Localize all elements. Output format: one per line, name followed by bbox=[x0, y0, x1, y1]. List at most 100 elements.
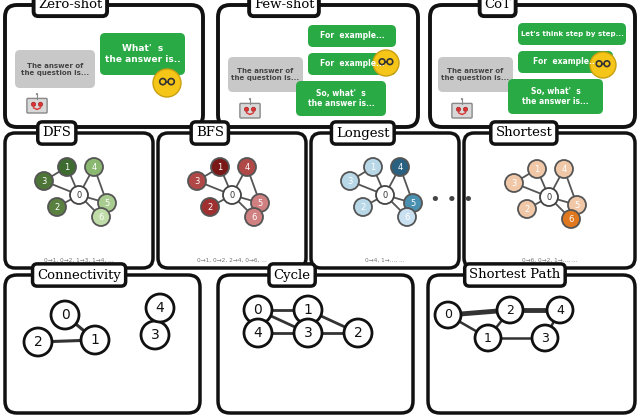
Text: 0: 0 bbox=[61, 308, 69, 322]
Text: DFS: DFS bbox=[42, 126, 71, 139]
Circle shape bbox=[341, 172, 359, 190]
Text: 4: 4 bbox=[561, 165, 566, 173]
Circle shape bbox=[58, 158, 76, 176]
Circle shape bbox=[461, 98, 463, 100]
FancyBboxPatch shape bbox=[452, 103, 472, 118]
Circle shape bbox=[391, 158, 409, 176]
Circle shape bbox=[31, 102, 36, 106]
Text: 0: 0 bbox=[229, 191, 235, 200]
Text: 1: 1 bbox=[303, 303, 312, 317]
FancyBboxPatch shape bbox=[430, 5, 635, 127]
Circle shape bbox=[36, 93, 38, 95]
Text: For  example...: For example... bbox=[320, 32, 384, 40]
Text: 5: 5 bbox=[257, 199, 262, 207]
FancyBboxPatch shape bbox=[438, 57, 513, 92]
Text: 0: 0 bbox=[253, 303, 262, 317]
Circle shape bbox=[188, 172, 206, 190]
Text: 0: 0 bbox=[444, 309, 452, 321]
Text: 5: 5 bbox=[104, 199, 109, 207]
Text: 2: 2 bbox=[354, 326, 362, 340]
Text: 2: 2 bbox=[360, 202, 365, 212]
Circle shape bbox=[223, 186, 241, 204]
FancyBboxPatch shape bbox=[464, 133, 635, 268]
Text: 3: 3 bbox=[42, 176, 47, 186]
Text: 6: 6 bbox=[99, 213, 104, 221]
Text: 3: 3 bbox=[348, 176, 353, 186]
Text: BFS: BFS bbox=[196, 126, 224, 139]
FancyBboxPatch shape bbox=[518, 51, 613, 73]
Circle shape bbox=[373, 50, 399, 76]
Circle shape bbox=[249, 98, 251, 100]
FancyBboxPatch shape bbox=[296, 81, 386, 116]
Text: 4: 4 bbox=[244, 163, 250, 171]
FancyBboxPatch shape bbox=[218, 275, 413, 413]
Circle shape bbox=[38, 102, 43, 106]
Text: Cycle: Cycle bbox=[274, 268, 310, 281]
FancyBboxPatch shape bbox=[508, 79, 603, 114]
FancyBboxPatch shape bbox=[518, 23, 626, 45]
Circle shape bbox=[24, 328, 52, 356]
FancyBboxPatch shape bbox=[15, 50, 95, 88]
Circle shape bbox=[294, 296, 322, 324]
Circle shape bbox=[497, 297, 523, 323]
Circle shape bbox=[555, 160, 573, 178]
Text: 1: 1 bbox=[534, 165, 540, 173]
Text: 0→4, 1→..., ...: 0→4, 1→..., ... bbox=[365, 257, 405, 262]
Text: The answer of
the question is...: The answer of the question is... bbox=[442, 68, 509, 81]
Text: 1: 1 bbox=[371, 163, 376, 171]
FancyBboxPatch shape bbox=[5, 275, 200, 413]
FancyBboxPatch shape bbox=[218, 5, 418, 127]
Text: 2: 2 bbox=[506, 304, 514, 317]
FancyBboxPatch shape bbox=[308, 25, 396, 47]
Circle shape bbox=[153, 69, 181, 97]
Text: 1: 1 bbox=[484, 331, 492, 344]
Text: 5: 5 bbox=[410, 199, 415, 207]
Text: 3: 3 bbox=[150, 328, 159, 342]
Circle shape bbox=[244, 319, 272, 347]
Text: The answer of
the question is...: The answer of the question is... bbox=[21, 63, 89, 76]
Circle shape bbox=[456, 107, 461, 111]
Text: So, what'  s
the answer is...: So, what' s the answer is... bbox=[522, 87, 589, 106]
Circle shape bbox=[532, 325, 558, 351]
Circle shape bbox=[92, 208, 110, 226]
Text: 6: 6 bbox=[404, 213, 410, 221]
Text: 3: 3 bbox=[511, 178, 516, 187]
FancyBboxPatch shape bbox=[158, 133, 306, 268]
Circle shape bbox=[141, 321, 169, 349]
Text: • • •: • • • bbox=[430, 191, 474, 209]
Text: 1: 1 bbox=[218, 163, 223, 171]
Circle shape bbox=[81, 326, 109, 354]
Circle shape bbox=[252, 107, 255, 111]
Circle shape bbox=[562, 210, 580, 228]
Circle shape bbox=[51, 301, 79, 329]
Text: CoT: CoT bbox=[484, 0, 511, 11]
Text: 0: 0 bbox=[76, 191, 82, 200]
FancyBboxPatch shape bbox=[5, 5, 203, 127]
Circle shape bbox=[201, 198, 219, 216]
Text: So, what'  s
the answer is...: So, what' s the answer is... bbox=[308, 89, 374, 108]
Text: Zero-shot: Zero-shot bbox=[38, 0, 102, 11]
Circle shape bbox=[344, 319, 372, 347]
Circle shape bbox=[376, 186, 394, 204]
FancyBboxPatch shape bbox=[428, 275, 635, 413]
Text: 0→1, 0→2, 1→3, 1→4, ...: 0→1, 0→2, 1→3, 1→4, ... bbox=[44, 257, 114, 262]
Text: 1: 1 bbox=[91, 333, 99, 347]
Circle shape bbox=[435, 302, 461, 328]
Circle shape bbox=[364, 158, 382, 176]
Text: 0: 0 bbox=[547, 192, 552, 202]
Text: 0→6, 0→2, 1→..., ...: 0→6, 0→2, 1→..., ... bbox=[522, 257, 577, 262]
Circle shape bbox=[251, 194, 269, 212]
Text: 3: 3 bbox=[541, 331, 549, 344]
Circle shape bbox=[146, 294, 174, 322]
Text: For  example...: For example... bbox=[533, 58, 598, 66]
FancyBboxPatch shape bbox=[228, 57, 303, 92]
Text: Shortest Path: Shortest Path bbox=[469, 268, 561, 281]
Text: 0→1, 0→2, 2→4, 0→6, ...: 0→1, 0→2, 2→4, 0→6, ... bbox=[197, 257, 267, 262]
Text: Few-shot: Few-shot bbox=[253, 0, 314, 11]
Text: What'  s
the answer is..: What' s the answer is.. bbox=[105, 44, 180, 64]
Text: 2: 2 bbox=[54, 202, 60, 212]
Text: Connectivity: Connectivity bbox=[37, 268, 121, 281]
FancyBboxPatch shape bbox=[27, 98, 47, 113]
Circle shape bbox=[70, 186, 88, 204]
Circle shape bbox=[475, 325, 501, 351]
